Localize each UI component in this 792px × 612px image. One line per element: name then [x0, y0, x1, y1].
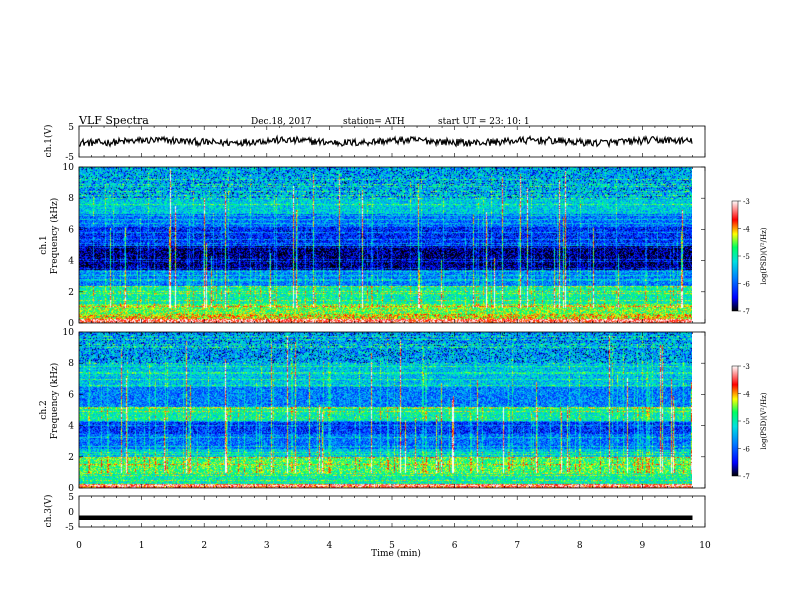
spectrogram-ytick-label: 2: [68, 453, 74, 463]
spectrogram-ytick-label: 6: [68, 390, 74, 400]
start-time-label: start UT = 23: 10: 1: [438, 117, 530, 127]
ch1-ytick-bottom: -5: [65, 153, 74, 163]
ch1-waveform-panel: 5 -5 ch.1(V): [43, 123, 706, 163]
colorbar-tick-label: -7: [743, 473, 750, 481]
time-axis-tick-label: 0: [76, 541, 82, 551]
spectrogram-ytick-label: 4: [68, 257, 74, 267]
time-axis-tick-label: 5: [389, 541, 395, 551]
colorbar-tick-label: -5: [743, 418, 750, 426]
ch3-ytick-bottom: -5: [65, 523, 74, 533]
time-axis-tick-labels: 0 1 2 3 4 5 6 7 8 9 10: [76, 541, 711, 551]
time-axis-tick-label: 6: [452, 541, 458, 551]
ch1-spectrogram-ylabel-top: ch.1: [39, 235, 49, 254]
ch1-spectrogram-image-holder: [79, 167, 692, 323]
ch1-colorbar-label: log(PSD)(V²/Hz): [760, 227, 768, 284]
colorbar-tick-label: -3: [743, 363, 750, 371]
figure-title: VLF Spectra: [78, 114, 149, 127]
ch3-ytick-top: 5: [68, 493, 74, 503]
spectrogram-ytick-label: 6: [68, 225, 74, 235]
ch2-spectrogram-ylabel-bottom: Frequency (kHz): [49, 363, 60, 440]
date-label: Dec.18, 2017: [251, 117, 312, 127]
time-axis-tick-label: 4: [327, 541, 333, 551]
colorbar-tick-label: -7: [743, 308, 750, 316]
colorbar-tick-label: -3: [743, 198, 750, 206]
ch1-spectrogram-panel: 0 2 4 6 8 10 ch.1 Frequency (kHz): [39, 163, 706, 329]
ch3-waveform-ylabel: ch.3(V): [43, 495, 54, 528]
spectrogram-ytick-label: 0: [68, 319, 74, 329]
ch2-colorbar: -3 -4 -5 -6 -7 log(PSD)(V²/Hz): [731, 363, 768, 481]
ch3-waveform-frame: [78, 495, 706, 528]
station-label: station= ATH: [343, 117, 405, 127]
spectrogram-ytick-label: 10: [63, 163, 75, 173]
time-axis-tick-label: 2: [201, 541, 207, 551]
time-axis-tick-label: 8: [577, 541, 583, 551]
time-axis-tick-label: 9: [640, 541, 646, 551]
ch1-waveform-trace: [79, 134, 693, 149]
ch1-ytick-top: 5: [68, 123, 74, 133]
time-axis-tick-label: 3: [264, 541, 270, 551]
colorbar-tick-label: -6: [743, 281, 750, 289]
ch1-colorbar-ticks: -3 -4 -5 -6 -7: [738, 198, 750, 316]
ch2-spectrogram-image: [79, 332, 692, 488]
ch2-spectrogram-image-holder: [79, 332, 692, 488]
spectrogram-ytick-label: 2: [68, 288, 74, 298]
ch1-colorbar: -3 -4 -5 -6 -7 log(PSD)(V²/Hz): [731, 198, 768, 316]
ch2-spectrogram-ylabel-top: ch.2: [39, 400, 49, 419]
ch3-ytick-mid: 0: [68, 508, 74, 518]
spectrogram-ytick-label: 4: [68, 422, 74, 432]
ch1-spectrogram-ticks: [78, 167, 706, 323]
spectrogram-ytick-label: 10: [63, 328, 75, 338]
ch1-spectrogram-ylabel-bottom: Frequency (kHz): [49, 198, 60, 275]
ch2-spectrogram-yticks: 0 2 4 6 8 10: [63, 328, 705, 494]
colorbar-tick-label: -6: [743, 446, 750, 454]
ch2-colorbar-label: log(PSD)(V²/Hz): [760, 392, 768, 449]
colorbar-tick-label: -5: [743, 253, 750, 261]
time-axis-tick-label: 1: [139, 541, 145, 551]
time-axis-tick-label: 7: [514, 541, 520, 551]
ch3-waveform-panel: 5 0 -5 ch.3(V) 0 1 2 3 4 5 6 7 8 9 10 Time (min): [43, 493, 711, 559]
ch2-colorbar-gradient: [731, 365, 739, 477]
ch2-colorbar-ticks: -3 -4 -5 -6 -7: [738, 363, 750, 481]
colorbar-tick-label: -4: [743, 226, 750, 234]
ch1-waveform-ticks: [78, 126, 706, 157]
spectrogram-ytick-label: 8: [68, 359, 74, 369]
colorbar-tick-label: -4: [743, 391, 750, 399]
ch2-spectrogram-panel: 0 2 4 6 8 10 ch.2 Frequency (kHz): [39, 328, 706, 494]
ch1-spectrogram-yticks: 0 2 4 6 8 10: [63, 163, 705, 329]
ch1-colorbar-gradient: [731, 200, 739, 312]
ch2-spectrogram-ticks: [78, 332, 706, 488]
time-axis-label: Time (min): [371, 548, 421, 559]
ch3-waveform-ticks: [78, 496, 706, 527]
ch1-spectrogram-image: [79, 167, 692, 323]
spectrogram-ytick-label: 8: [68, 194, 74, 204]
time-axis-tick-label: 10: [699, 541, 711, 551]
spectrogram-ytick-label: 0: [68, 484, 74, 494]
ch1-waveform-ylabel: ch.1(V): [43, 125, 54, 158]
